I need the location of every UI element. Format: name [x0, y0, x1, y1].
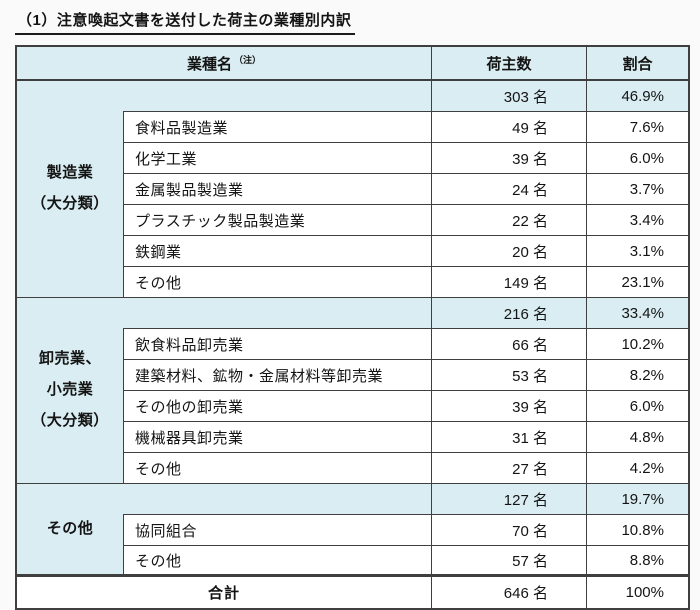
- table-row: その他 57 名 8.8%: [17, 546, 688, 577]
- group-label: 卸売業、 小売業 （大分類）: [17, 298, 123, 484]
- group-subtotal-row: その他 127 名 19.7%: [17, 484, 688, 577]
- subtotal-spacer: [123, 298, 432, 329]
- industry-name-cell: その他: [123, 267, 432, 298]
- industry-name-cell: 食料品製造業: [123, 112, 432, 143]
- subtotal-count-cell: 303 名: [432, 81, 587, 112]
- industry-name-cell: 化学工業: [123, 143, 432, 174]
- col-header-ratio: 割合: [587, 47, 688, 81]
- table-row: 協同組合 70 名 10.8%: [17, 515, 688, 546]
- industry-name-cell: その他: [123, 453, 432, 484]
- table-row: 建築材料、鉱物・金属材料等卸売業 53 名 8.2%: [17, 360, 688, 391]
- count-cell: 39 名: [432, 143, 587, 174]
- count-cell: 22 名: [432, 205, 587, 236]
- ratio-cell: 10.2%: [587, 329, 688, 360]
- col-header-shippers: 荷主数: [432, 47, 587, 81]
- industry-name-cell: 鉄鋼業: [123, 236, 432, 267]
- page-title: （1）注意喚起文書を送付した荷主の業種別内訳: [15, 9, 356, 35]
- count-cell: 149 名: [432, 267, 587, 298]
- count-cell: 27 名: [432, 453, 587, 484]
- ratio-cell: 6.0%: [587, 143, 688, 174]
- ratio-cell: 23.1%: [587, 267, 688, 298]
- note-marker: （注）: [234, 54, 262, 65]
- subtotal-count-cell: 216 名: [432, 298, 587, 329]
- subtotal-spacer: [123, 484, 432, 515]
- ratio-cell: 10.8%: [587, 515, 688, 546]
- ratio-cell: 3.7%: [587, 174, 688, 205]
- ratio-cell: 8.2%: [587, 360, 688, 391]
- count-cell: 53 名: [432, 360, 587, 391]
- subtotal-ratio-cell: 19.7%: [587, 484, 688, 515]
- industry-name-cell: その他の卸売業: [123, 391, 432, 422]
- ratio-cell: 8.8%: [587, 546, 688, 577]
- industry-name-cell: 金属製品製造業: [123, 174, 432, 205]
- count-cell: 66 名: [432, 329, 587, 360]
- subtotal-spacer: [123, 81, 432, 112]
- count-cell: 24 名: [432, 174, 587, 205]
- col-header-industry-label: 業種名: [186, 55, 232, 73]
- industry-breakdown-table: 業種名 （注） 荷主数 割合 製造業 （大分類） 303 名 46.9% 食料品製造業 4…: [15, 45, 690, 610]
- header-row: 業種名 （注） 荷主数 割合: [17, 47, 688, 81]
- count-cell: 39 名: [432, 391, 587, 422]
- ratio-cell: 3.1%: [587, 236, 688, 267]
- count-cell: 31 名: [432, 422, 587, 453]
- total-ratio-cell: 100%: [625, 584, 664, 601]
- subtotal-ratio-cell: 33.4%: [587, 298, 688, 329]
- table-row: その他の卸売業 39 名 6.0%: [17, 391, 688, 422]
- count-cell: 49 名: [432, 112, 587, 143]
- industry-name-cell: その他: [123, 546, 432, 577]
- subtotal-count-cell: 127 名: [432, 484, 587, 515]
- industry-name-cell: 協同組合: [123, 515, 432, 546]
- table-row: 飲食料品卸売業 66 名 10.2%: [17, 329, 688, 360]
- table-row: 金属製品製造業 24 名 3.7%: [17, 174, 688, 205]
- count-cell: 57 名: [432, 546, 587, 577]
- subtotal-ratio-cell: 46.9%: [587, 81, 688, 112]
- table-row: 機械器具卸売業 31 名 4.8%: [17, 422, 688, 453]
- total-count-cell: 646 名: [432, 577, 587, 608]
- table-row: その他 27 名 4.2%: [17, 453, 688, 484]
- industry-name-cell: 飲食料品卸売業: [123, 329, 432, 360]
- group-label: 製造業 （大分類）: [17, 81, 123, 298]
- industry-name-cell: プラスチック製品製造業: [123, 205, 432, 236]
- ratio-cell: 3.4%: [587, 205, 688, 236]
- group-label: その他: [17, 484, 123, 577]
- count-cell: 20 名: [432, 236, 587, 267]
- table-row: 食料品製造業 49 名 7.6%: [17, 112, 688, 143]
- total-row: 合計 646 名 100%: [17, 577, 688, 608]
- ratio-cell: 6.0%: [587, 391, 688, 422]
- group-subtotal-row: 製造業 （大分類） 303 名 46.9%: [17, 81, 688, 298]
- group-subtotal-row: 卸売業、 小売業 （大分類） 216 名 33.4%: [17, 298, 688, 484]
- table-row: 化学工業 39 名 6.0%: [17, 143, 688, 174]
- industry-name-cell: 建築材料、鉱物・金属材料等卸売業: [123, 360, 432, 391]
- ratio-cell: 4.2%: [587, 453, 688, 484]
- table-row: プラスチック製品製造業 22 名 3.4%: [17, 205, 688, 236]
- total-label-cell: 合計: [17, 577, 432, 608]
- table-row: その他 149 名 23.1%: [17, 267, 688, 298]
- ratio-cell: 4.8%: [587, 422, 688, 453]
- industry-name-cell: 機械器具卸売業: [123, 422, 432, 453]
- table-row: 鉄鋼業 20 名 3.1%: [17, 236, 688, 267]
- count-cell: 70 名: [432, 515, 587, 546]
- ratio-cell: 7.6%: [587, 112, 688, 143]
- col-header-industry: 業種名 （注）: [17, 47, 432, 81]
